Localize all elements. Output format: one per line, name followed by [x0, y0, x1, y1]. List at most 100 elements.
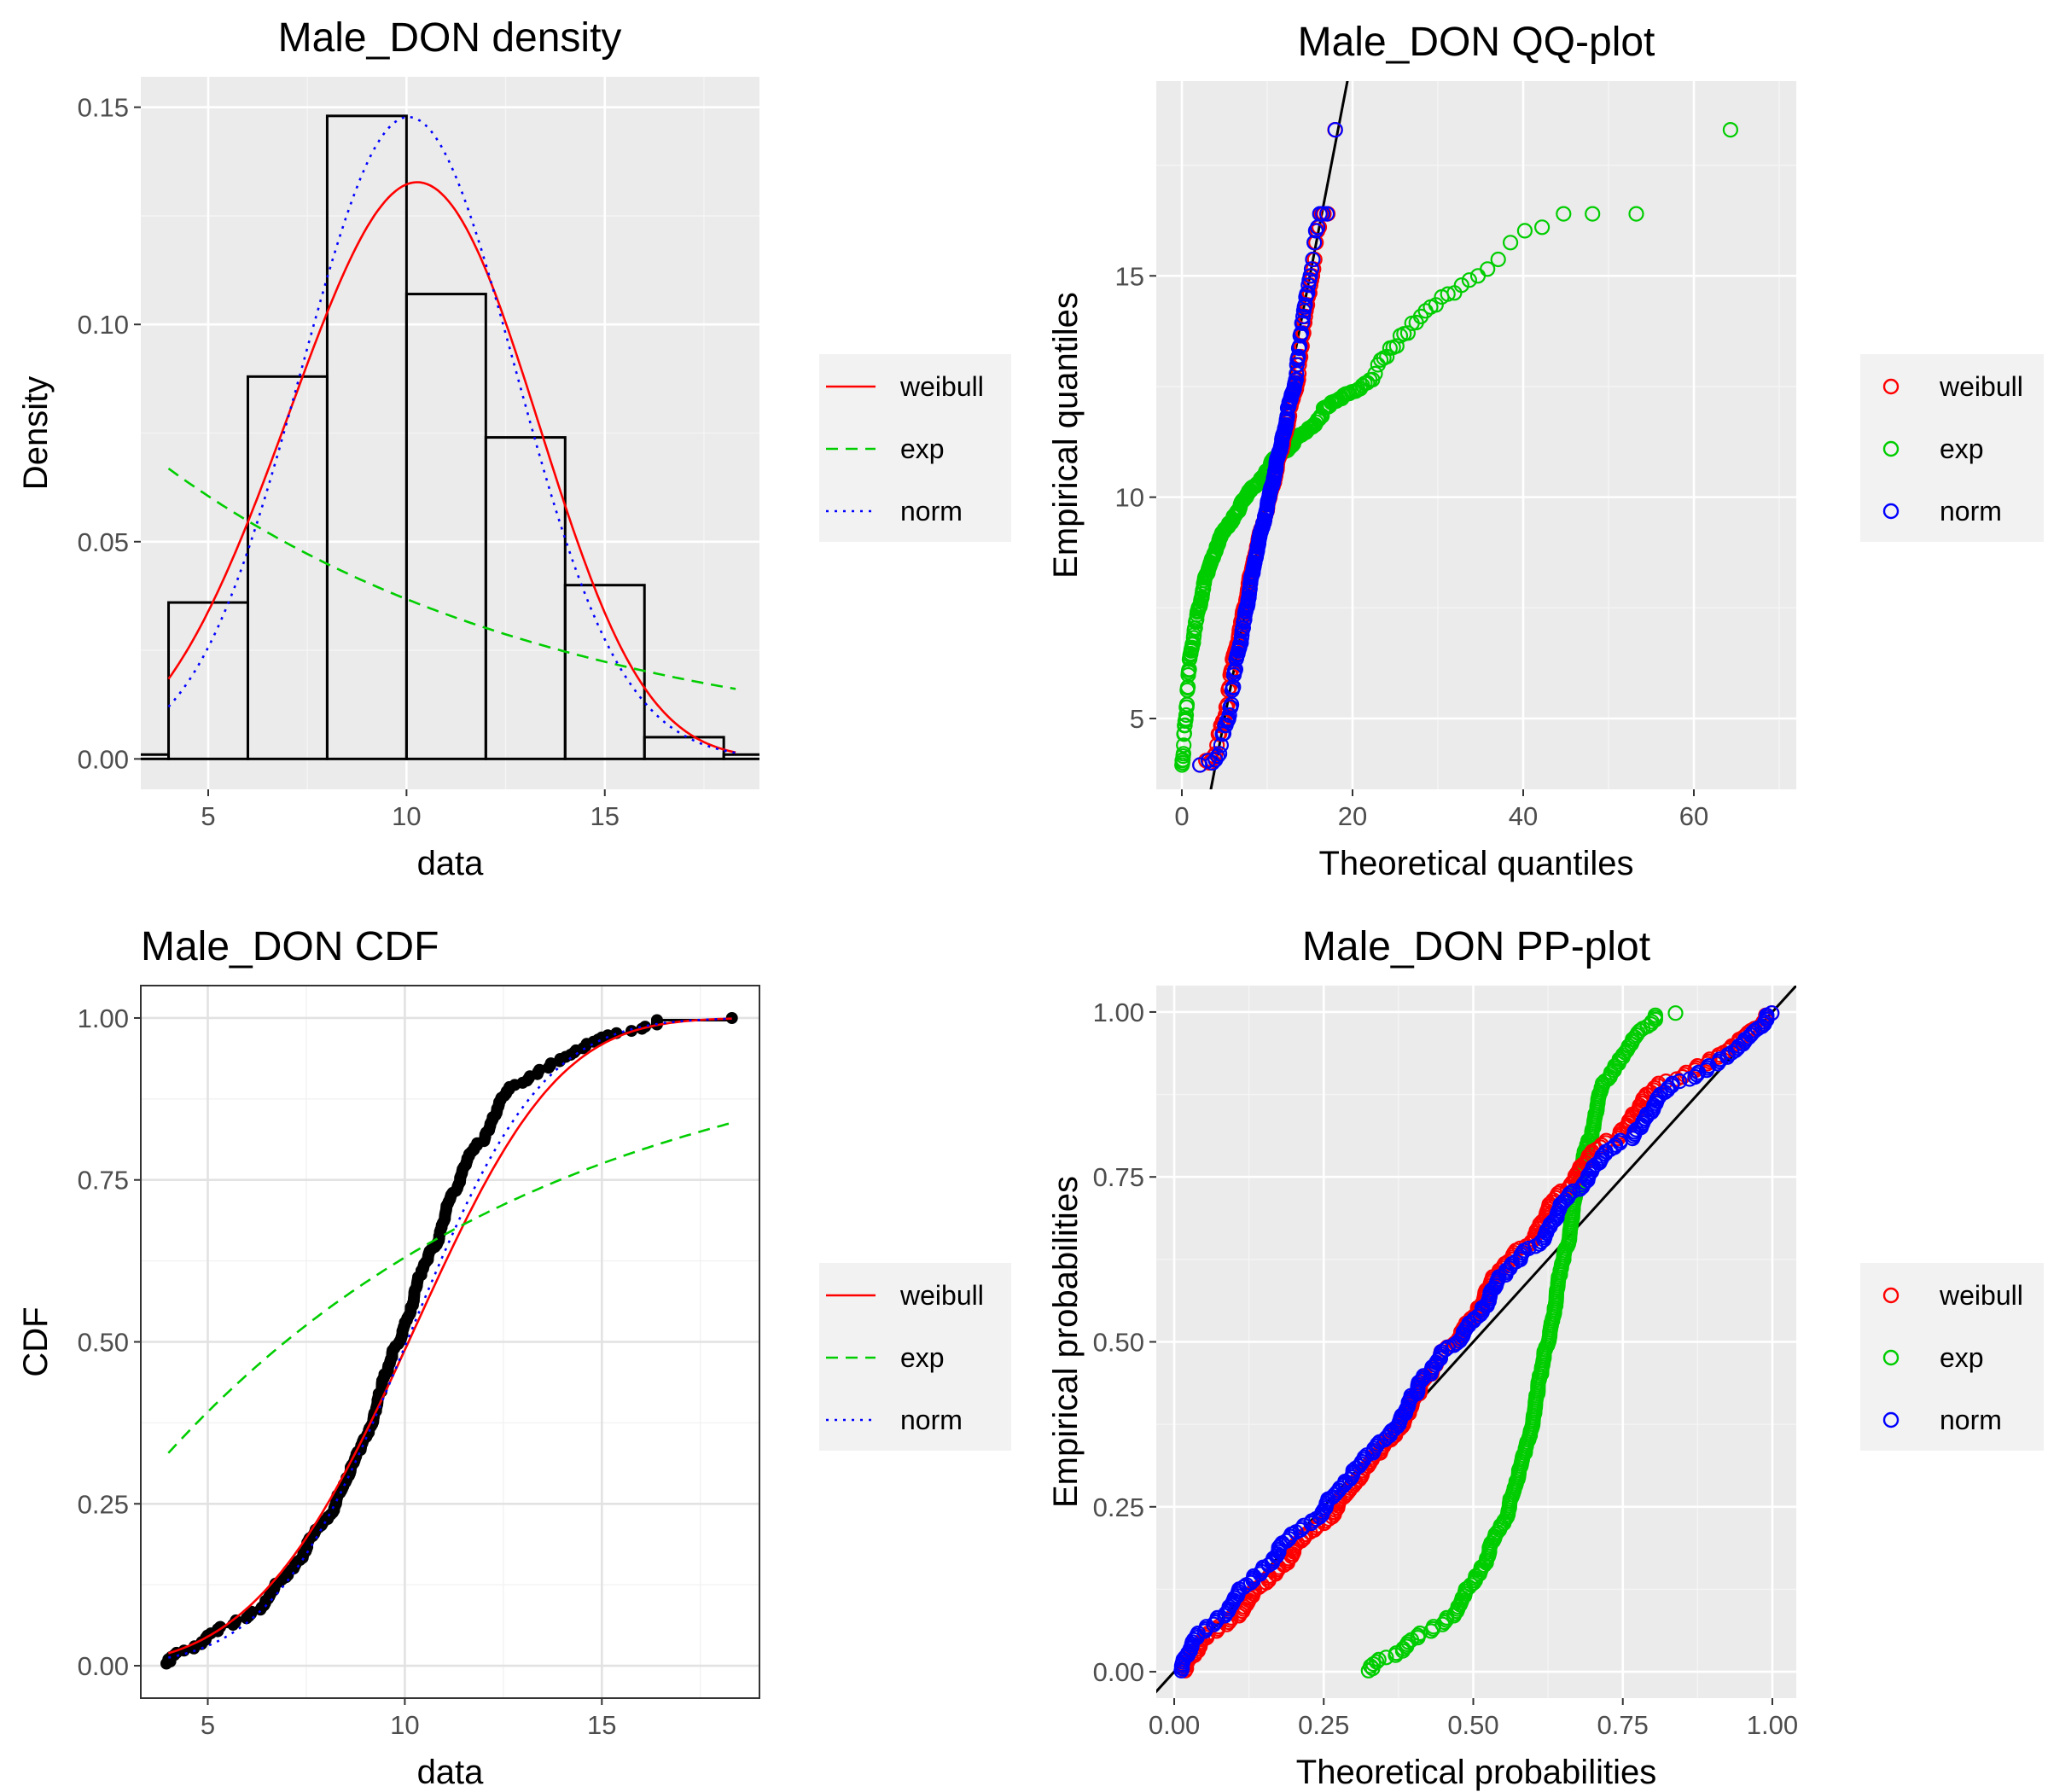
pp-point-norm — [1764, 1005, 1780, 1021]
plot-area — [160, 1012, 738, 1670]
chart-title: Male_DON QQ-plot — [1298, 20, 1655, 65]
density-curve-weibull — [167, 181, 736, 754]
histogram-bar — [722, 753, 759, 760]
cdf-curve-exp — [167, 1121, 733, 1454]
pp-point-exp — [1667, 1005, 1684, 1021]
legend-label-exp: exp — [900, 433, 945, 464]
pp-plot-panel: 0.00 0.25 0.50 0.75 1.00 0.00 0.25 0.50 0.75 1.00… — [1047, 924, 2044, 1791]
legend-key-weibull — [1882, 378, 1900, 395]
pp-point-norm — [1562, 1185, 1578, 1201]
legend-label-weibull: weibull — [899, 371, 984, 402]
qq-point-norm — [1295, 314, 1311, 331]
qq-point-norm — [1295, 308, 1312, 324]
x-tick-label: 15 — [587, 1710, 616, 1740]
qq-point-exp — [1461, 272, 1478, 288]
qq-point-exp — [1399, 325, 1417, 341]
legend-key-exp — [1882, 440, 1900, 457]
density-curve-exp — [167, 468, 736, 690]
qq-point-norm — [1288, 371, 1305, 387]
cdf-panel: 5 10 15 0.00 0.25 0.50 0.75 1.00 Male_DON CDF dat… — [17, 924, 1011, 1791]
pp-point-exp — [1399, 1636, 1415, 1653]
qq-point-norm — [1306, 235, 1323, 251]
y-axis-title: Empirical quantiles — [1047, 292, 1085, 579]
x-tick-label: 0.75 — [1597, 1710, 1649, 1740]
y-tick-label: 0.15 — [78, 93, 129, 123]
qq-point-norm — [1305, 251, 1321, 268]
qq-point-norm — [1209, 748, 1226, 765]
pp-point-exp — [1370, 1651, 1387, 1668]
x-tick-label: 0 — [1174, 801, 1189, 831]
pp-point-norm — [1437, 1341, 1453, 1358]
y-tick-label: 0.25 — [1093, 1492, 1144, 1522]
y-tick-label: 15 — [1115, 261, 1144, 291]
plot-background — [1156, 81, 1796, 789]
pp-point-norm — [1295, 1517, 1312, 1533]
pp-point-exp — [1369, 1654, 1385, 1670]
x-tick-label: 1.00 — [1747, 1710, 1798, 1740]
qq-point-exp — [1388, 338, 1405, 354]
chart-title: Male_DON PP-plot — [1302, 924, 1650, 969]
y-tick-label: 0.05 — [78, 527, 129, 557]
empirical-cdf-point — [533, 1063, 546, 1076]
y-tick-label: 0.00 — [78, 744, 129, 774]
qq-point-exp — [1585, 206, 1601, 222]
plot-area — [141, 114, 759, 760]
pp-point-norm — [1687, 1068, 1703, 1085]
histogram-bar — [643, 736, 725, 760]
x-tick-label: 10 — [392, 801, 421, 831]
plot-area — [1156, 986, 1796, 1694]
legend-background — [1860, 1263, 2044, 1451]
pp-point-norm — [1664, 1075, 1680, 1091]
qq-point-norm — [1225, 678, 1242, 695]
pp-point-norm — [1701, 1057, 1717, 1074]
legend-label-weibull: weibull — [1939, 371, 2023, 402]
legend-background — [1860, 354, 2044, 542]
qq-point-norm — [1293, 325, 1310, 341]
legend-key-exp — [1882, 1349, 1900, 1366]
density-panel: 5 10 15 0.00 0.05 0.10 0.15 Male_DON density dat… — [17, 15, 1011, 882]
plot-area — [1174, 81, 1739, 789]
legend-label-weibull: weibull — [1939, 1280, 2023, 1311]
y-tick-label: 0.00 — [1093, 1657, 1144, 1687]
empirical-cdf-point — [725, 1012, 738, 1024]
x-axis-title: data — [417, 1754, 485, 1791]
pp-point-exp — [1410, 1627, 1426, 1644]
legend-label-norm: norm — [900, 496, 963, 527]
qq-plot-panel: 0 20 40 60 5 10 15 Male_DON QQ-plot Theoretical … — [1047, 20, 2044, 882]
qq-point-norm — [1297, 297, 1313, 313]
density-curve-norm — [167, 115, 736, 754]
y-tick-label: 0.75 — [78, 1166, 129, 1196]
legend-label-weibull: weibull — [899, 1280, 984, 1311]
y-tick-label: 0.75 — [1093, 1162, 1144, 1192]
x-tick-label: 5 — [201, 801, 215, 831]
qq-point-norm — [1302, 268, 1318, 284]
qq-point-norm — [1327, 122, 1343, 138]
qq-point-norm — [1221, 707, 1237, 724]
qq-point-norm — [1290, 348, 1306, 365]
legend-label-exp: exp — [1940, 433, 1984, 464]
legend-label-norm: norm — [1940, 496, 2002, 527]
qq-point-exp — [1533, 219, 1551, 236]
y-tick-label: 0.00 — [78, 1651, 129, 1681]
empirical-cdf-point — [230, 1614, 242, 1626]
qq-point-norm — [1303, 261, 1320, 277]
x-axis-title: Theoretical probabilities — [1296, 1754, 1656, 1791]
y-tick-label: 1.00 — [1093, 998, 1144, 1027]
x-tick-label: 5 — [201, 1710, 215, 1740]
qq-point-exp — [1480, 261, 1496, 277]
qq-point-exp — [1722, 122, 1739, 138]
pp-point-exp — [1378, 1649, 1394, 1666]
x-tick-label: 0.25 — [1298, 1710, 1349, 1740]
y-tick-label: 1.00 — [78, 1004, 129, 1033]
qq-point-norm — [1300, 277, 1317, 294]
x-tick-label: 60 — [1679, 801, 1708, 831]
cdf-curve-weibull — [167, 1017, 732, 1655]
empirical-cdf-point — [650, 1014, 663, 1027]
pp-point-exp — [1647, 1007, 1664, 1023]
legend-key-weibull — [1882, 1287, 1900, 1304]
y-axis-title: Empirical probabilities — [1047, 1176, 1085, 1508]
qq-point-exp — [1367, 365, 1383, 381]
x-tick-label: 15 — [591, 801, 620, 831]
pp-point-norm — [1712, 1051, 1728, 1068]
